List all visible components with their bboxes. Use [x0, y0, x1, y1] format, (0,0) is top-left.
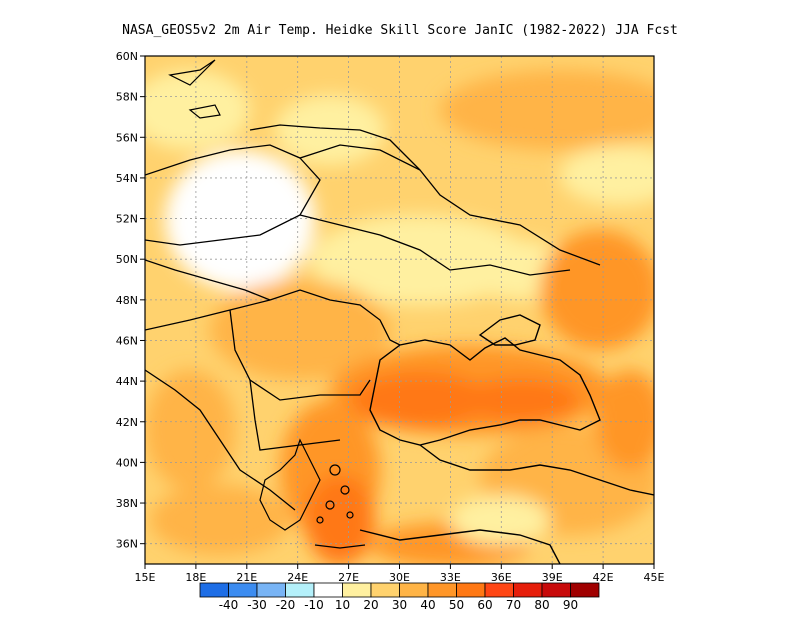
map-area: [145, 56, 654, 564]
y-tick-label: 60N: [116, 50, 138, 63]
colorbar-swatch: [399, 582, 429, 598]
colorbar-label: -10: [304, 598, 324, 612]
longitude-axis: 15E 18E 21E 24E 27E 30E 33E 36E 39E 42E 45E: [135, 564, 665, 584]
x-tick-label: 15E: [135, 571, 156, 584]
y-tick-label: 50N: [116, 253, 138, 266]
colorbar-label: 70: [506, 598, 521, 612]
colorbar-swatch: [370, 582, 400, 598]
x-tick-label: 24E: [287, 571, 308, 584]
colorbar-swatch: [199, 582, 229, 598]
colorbar-swatch: [342, 582, 372, 598]
y-tick-label: 58N: [116, 91, 138, 104]
colorbar-swatch: [484, 582, 514, 598]
y-tick-label: 38N: [116, 497, 138, 510]
y-tick-label: 36N: [116, 538, 138, 551]
colorbar-swatch: [256, 582, 286, 598]
colorbar-swatch: [541, 582, 571, 598]
colorbar-swatch: [427, 582, 457, 598]
y-tick-label: 56N: [116, 131, 138, 144]
y-tick-label: 44N: [116, 375, 138, 388]
colorbar-label: -20: [276, 598, 296, 612]
colorbar-swatch: [228, 582, 258, 598]
y-tick-label: 40N: [116, 456, 138, 469]
x-tick-label: 39E: [542, 571, 563, 584]
country-borders: [145, 124, 601, 511]
colorbar-label: -30: [247, 598, 267, 612]
x-tick-label: 45E: [644, 571, 665, 584]
colorbar-swatch: [456, 582, 486, 598]
colorbar-label: 80: [534, 598, 549, 612]
black-sea-coast: [359, 314, 654, 564]
y-tick-label: 42N: [116, 416, 138, 429]
x-tick-label: 36E: [491, 571, 512, 584]
figure-title: NASA_GEOS5v2 2m Air Temp. Heidke Skill S…: [122, 23, 678, 38]
colorbar-label: 20: [363, 598, 378, 612]
x-tick-label: 33E: [440, 571, 461, 584]
colorbar-label: 60: [477, 598, 492, 612]
y-tick-label: 54N: [116, 172, 138, 185]
colorbar-swatch: [285, 582, 315, 598]
y-tick-label: 46N: [116, 334, 138, 347]
colorbar-swatch: [570, 582, 600, 598]
x-tick-label: 30E: [389, 571, 410, 584]
x-tick-label: 21E: [236, 571, 257, 584]
y-tick-label: 52N: [116, 213, 138, 226]
colorbar-label: 40: [420, 598, 435, 612]
latitude-axis: 36N 38N 40N 42N 44N 46N 48N 50N 52N 54N 56N 58N 60N: [116, 50, 145, 551]
skill-score-shading: [145, 70, 654, 564]
colorbar-swatch: [313, 582, 343, 598]
x-tick-label: 27E: [338, 571, 359, 584]
colorbar-label: 10: [335, 598, 350, 612]
x-tick-label: 42E: [593, 571, 614, 584]
aegean-islands: [168, 59, 366, 549]
y-tick-label: 48N: [116, 294, 138, 307]
colorbar-label: 50: [449, 598, 464, 612]
colorbar-label: -40: [219, 598, 239, 612]
x-tick-label: 18E: [185, 571, 206, 584]
colorbar-swatch: [513, 582, 543, 598]
colorbar: -40 -30 -20 -10 10 20 30 40 50 60 70 80 90: [199, 582, 600, 612]
colorbar-label: 90: [563, 598, 578, 612]
colorbar-label: 30: [392, 598, 407, 612]
